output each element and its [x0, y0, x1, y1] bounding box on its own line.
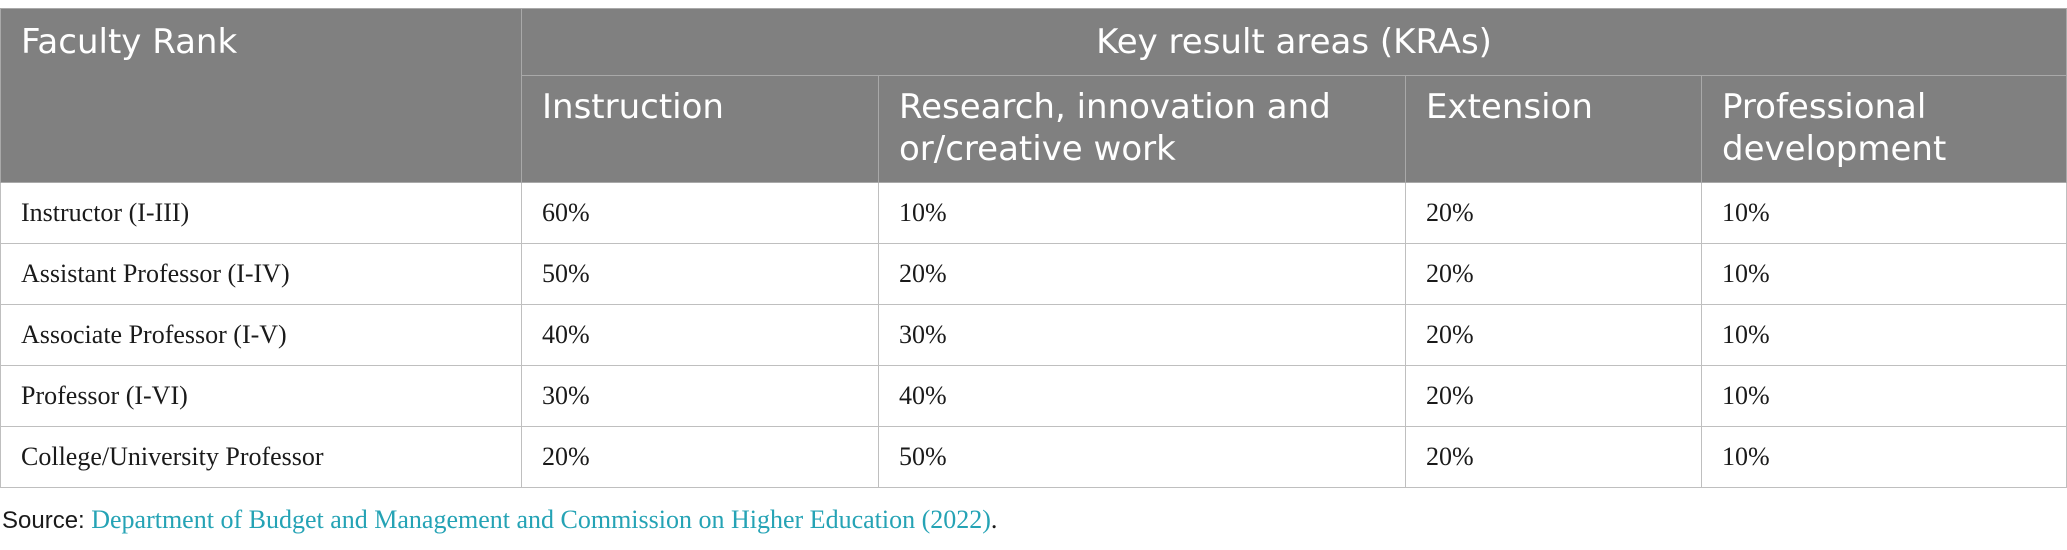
- cell-professional-development: 10%: [1700, 243, 2067, 305]
- table-row: Assistant Professor (I-IV) 50% 20% 20% 1…: [0, 243, 2067, 305]
- kra-table: Faculty Rank Key result areas (KRAs) Ins…: [0, 8, 2067, 488]
- table-row: College/University Professor 20% 50% 20%…: [0, 426, 2067, 488]
- cell-rank: Associate Professor (I-V): [0, 304, 522, 366]
- cell-research: 10%: [878, 182, 1406, 244]
- header-professional-development: Professional development: [1700, 75, 2067, 183]
- source-label: Source:: [2, 507, 85, 534]
- cell-extension: 20%: [1405, 243, 1702, 305]
- header-faculty-rank: Faculty Rank: [0, 8, 522, 183]
- table-row: Instructor (I-III) 60% 10% 20% 10%: [0, 182, 2067, 244]
- cell-professional-development: 10%: [1700, 365, 2067, 427]
- cell-instruction: 30%: [521, 365, 879, 427]
- header-kras: Key result areas (KRAs): [520, 8, 2067, 76]
- cell-extension: 20%: [1405, 182, 1702, 244]
- header-extension: Extension: [1405, 75, 1702, 183]
- cell-professional-development: 10%: [1700, 304, 2067, 366]
- header-instruction: Instruction: [521, 75, 879, 183]
- header-research: Research, innovation and or/creative wor…: [878, 75, 1406, 183]
- cell-extension: 20%: [1405, 426, 1702, 488]
- cell-instruction: 20%: [521, 426, 879, 488]
- cell-research: 30%: [878, 304, 1406, 366]
- source-reference-link[interactable]: Department of Budget and Management and …: [91, 505, 991, 534]
- cell-professional-development: 10%: [1700, 182, 2067, 244]
- cell-instruction: 60%: [521, 182, 879, 244]
- cell-research: 20%: [878, 243, 1406, 305]
- cell-extension: 20%: [1405, 365, 1702, 427]
- table-row: Professor (I-VI) 30% 40% 20% 10%: [0, 365, 2067, 427]
- table-row: Associate Professor (I-V) 40% 30% 20% 10…: [0, 304, 2067, 366]
- cell-research: 40%: [878, 365, 1406, 427]
- source-note: Source: Department of Budget and Managem…: [2, 505, 997, 535]
- cell-rank: Instructor (I-III): [0, 182, 522, 244]
- cell-research: 50%: [878, 426, 1406, 488]
- header-row-sub: Instruction Research, innovation and or/…: [1, 75, 2067, 183]
- cell-professional-development: 10%: [1700, 426, 2067, 488]
- source-end: .: [990, 505, 998, 534]
- table-wrapper: Faculty Rank Key result areas (KRAs) Ins…: [0, 8, 2067, 488]
- cell-rank: College/University Professor: [0, 426, 522, 488]
- cell-rank: Professor (I-VI): [0, 365, 522, 427]
- cell-extension: 20%: [1405, 304, 1702, 366]
- header-row-top: Faculty Rank Key result areas (KRAs): [0, 8, 2067, 183]
- cell-rank: Assistant Professor (I-IV): [0, 243, 522, 305]
- cell-instruction: 40%: [521, 304, 879, 366]
- cell-instruction: 50%: [521, 243, 879, 305]
